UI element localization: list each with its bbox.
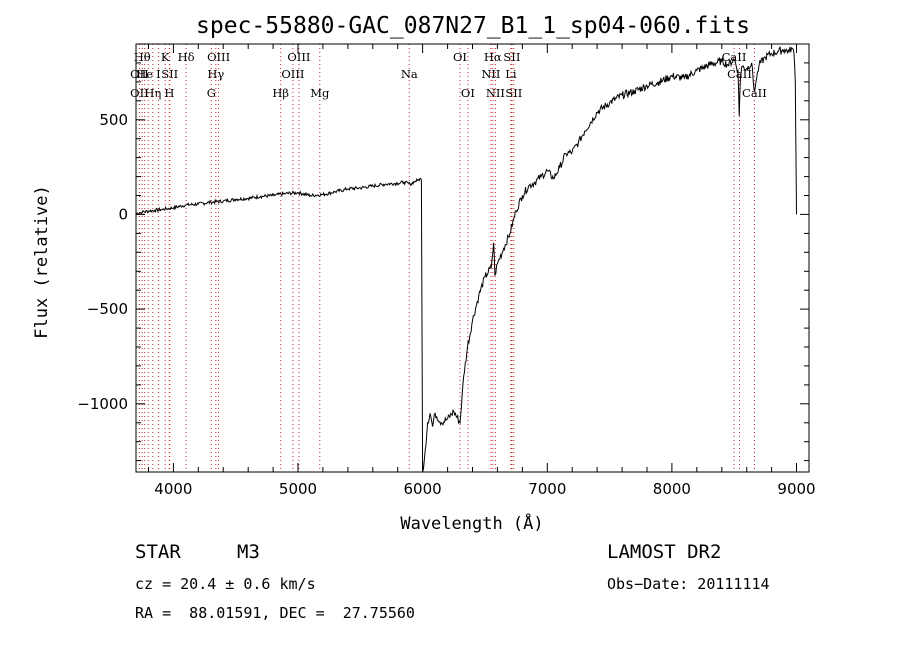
line-label: OIII bbox=[207, 50, 230, 64]
line-label: He bbox=[136, 67, 153, 81]
line-label: Hη bbox=[144, 86, 161, 100]
line-label: Hθ bbox=[134, 50, 151, 64]
x-tick-label: 9000 bbox=[777, 480, 815, 498]
chart-title: spec-55880-GAC_087N27_B1_1_sp04-060.fits bbox=[196, 13, 750, 39]
line-label: SII bbox=[505, 86, 522, 100]
line-label: OII bbox=[130, 86, 149, 100]
line-label: CaII bbox=[722, 50, 747, 64]
line-label: OI bbox=[461, 86, 475, 100]
x-axis: 4000 5000 6000 7000 8000 9000 bbox=[148, 44, 816, 498]
y-axis: 500 0 −500 −1000 bbox=[77, 43, 809, 462]
y-tick-label: 500 bbox=[99, 111, 128, 129]
x-tick-label: 7000 bbox=[528, 480, 566, 498]
survey-name: LAMOST DR2 bbox=[607, 541, 722, 563]
line-label: Na bbox=[401, 67, 418, 81]
obs-date: Obs−Date: 20111114 bbox=[607, 575, 770, 593]
x-axis-label: Wavelength (Å) bbox=[400, 512, 543, 534]
line-label: NII bbox=[481, 67, 500, 81]
line-label: NII bbox=[486, 86, 505, 100]
y-tick-label: 0 bbox=[118, 205, 128, 223]
line-label: Hγ bbox=[207, 67, 224, 81]
line-label: SII bbox=[161, 67, 178, 81]
x-tick-label: 5000 bbox=[279, 480, 317, 498]
line-label: Hδ bbox=[178, 50, 195, 64]
x-tick-label: 6000 bbox=[404, 480, 442, 498]
x-tick-label: 8000 bbox=[653, 480, 691, 498]
line-label: OII bbox=[130, 67, 149, 81]
object-subclass: M3 bbox=[237, 541, 260, 563]
line-label: OIII bbox=[281, 67, 304, 81]
y-axis-label: Flux (relative) bbox=[32, 185, 52, 339]
line-markers bbox=[138, 44, 755, 472]
line-label: Mg bbox=[310, 86, 330, 100]
plot-frame bbox=[135, 43, 810, 473]
line-label: SII bbox=[503, 50, 520, 64]
line-label: CaII bbox=[742, 86, 767, 100]
spectrum-line bbox=[135, 46, 797, 473]
line-label: I bbox=[156, 67, 161, 81]
line-label: Li bbox=[505, 67, 517, 81]
line-label: H bbox=[164, 86, 174, 100]
y-tick-label: −1000 bbox=[77, 395, 128, 413]
x-tick-label: 4000 bbox=[154, 480, 192, 498]
line-label: G bbox=[207, 86, 216, 100]
line-label: OI bbox=[453, 50, 467, 64]
line-label: CaII bbox=[727, 67, 752, 81]
line-label: K bbox=[161, 50, 170, 64]
line-label: OIII bbox=[287, 50, 310, 64]
line-label: Hα bbox=[484, 50, 502, 64]
y-tick-label: −500 bbox=[87, 300, 128, 318]
spectrum-chart: spec-55880-GAC_087N27_B1_1_sp04-060.fits… bbox=[32, 13, 816, 534]
object-class: STAR bbox=[135, 541, 181, 563]
redshift-value: cz = 20.4 ± 0.6 km/s bbox=[135, 575, 316, 593]
coordinates: RA = 88.01591, DEC = 27.75560 bbox=[135, 604, 415, 622]
line-label: Hβ bbox=[272, 86, 289, 100]
